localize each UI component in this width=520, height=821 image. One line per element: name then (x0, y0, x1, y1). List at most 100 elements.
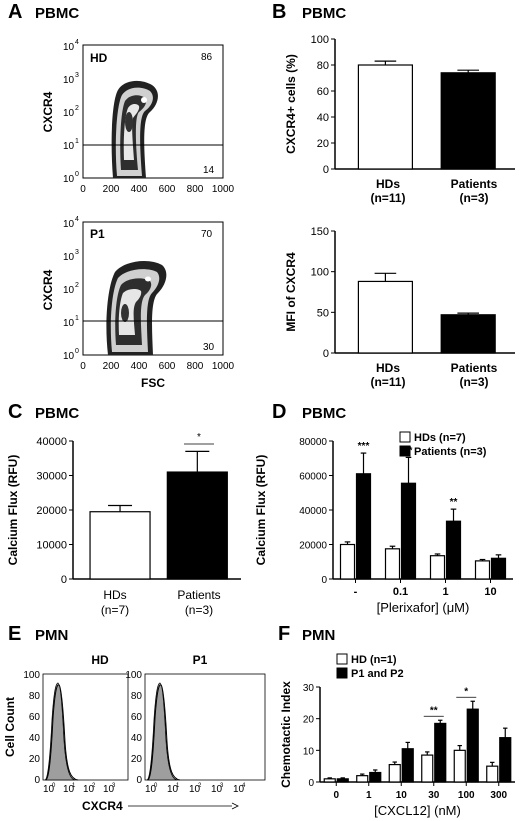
bar-1-0 (356, 775, 369, 783)
panel-a-bottom-ylabel: CXCR4 (41, 269, 55, 310)
svg-text:3: 3 (112, 783, 116, 789)
bar---0 (339, 543, 356, 580)
ytick: 60 (131, 712, 143, 723)
ytick-label: 0 (323, 164, 329, 176)
bar-1 (166, 471, 228, 580)
ytick: 40 (29, 733, 41, 744)
svg-text:2: 2 (92, 783, 96, 789)
xtick: (n=7) (101, 603, 129, 617)
panel-e-xlabel: CXCR4 (82, 799, 123, 813)
xtick-label: 0 (333, 790, 339, 801)
svg-text:10: 10 (233, 784, 245, 795)
ytick: 60 (29, 712, 41, 723)
bar-30-1 (434, 722, 447, 783)
ytick-label: 30 (303, 683, 315, 694)
xtick: HDs (376, 177, 400, 191)
svg-text:10: 10 (63, 285, 75, 296)
svg-text:10: 10 (211, 784, 223, 795)
xtick: 200 (103, 184, 120, 195)
xtick: (n=11) (370, 191, 405, 205)
ytick-label: 40000 (299, 506, 327, 517)
ytick-label: 20 (303, 715, 315, 726)
xtick: 0 (80, 184, 86, 195)
svg-text:10: 10 (63, 252, 75, 263)
bar-0 (89, 511, 151, 580)
ytick-label: 20 (317, 138, 329, 150)
xtick: 600 (159, 184, 176, 195)
bar-0-0 (323, 778, 336, 783)
svg-text:10: 10 (189, 784, 201, 795)
svg-text:1: 1 (72, 783, 76, 789)
ytick-label: 0 (61, 574, 67, 586)
panel-e-letter: E (8, 623, 21, 645)
xtick: 1000 (212, 184, 235, 195)
xtick: 200 (103, 361, 120, 372)
xtick-label: 1 (442, 586, 448, 598)
ytick-label: 60 (317, 86, 329, 98)
panel-d-chart: 0 20000 40000 60000 80000 Calcium Flux (RFU) -… (254, 437, 513, 615)
legend-label-patients: Patients (n=3) (414, 446, 487, 458)
y-axis-label: Calcium Flux (RFU) (254, 455, 268, 566)
xtick-label: 10 (484, 586, 496, 598)
bar-10-0 (474, 560, 491, 580)
xtick: 400 (131, 184, 148, 195)
bar-300-0 (486, 765, 499, 783)
panel-a-top-sample: HD (90, 51, 108, 65)
panel-a-top-plot (82, 44, 224, 179)
ytick: 80 (29, 691, 41, 702)
ytick-label: 30000 (36, 471, 67, 483)
ytick-label: 0 (321, 575, 327, 586)
legend-swatch-hd (336, 653, 348, 665)
bar-10-0 (388, 763, 401, 783)
ytick: 0 (136, 775, 142, 786)
xtick: 800 (187, 361, 204, 372)
svg-text:0: 0 (75, 348, 79, 355)
svg-text:1: 1 (75, 138, 79, 145)
svg-text:10: 10 (63, 784, 75, 795)
xtick-label: - (354, 586, 358, 598)
svg-text:3: 3 (75, 249, 79, 256)
bar-1-1 (369, 771, 382, 783)
panel-e-left-histogram (42, 673, 129, 781)
ytick-label: 100 (311, 267, 329, 279)
ytick: 100 (125, 670, 142, 681)
xtick-label: 10 (396, 790, 408, 801)
svg-text:10: 10 (43, 784, 55, 795)
y-axis-label: MFI of CXCR4 (284, 252, 298, 332)
xtick: (n=3) (459, 191, 488, 205)
panel-d-title: PBMC (302, 405, 346, 422)
svg-text:3: 3 (75, 72, 79, 79)
bar-10-1 (490, 557, 507, 580)
panel-c-title: PBMC (35, 405, 79, 422)
legend-swatch-hds (399, 431, 411, 443)
svg-text:0: 0 (154, 783, 158, 789)
xtick: 800 (187, 184, 204, 195)
svg-text:10: 10 (63, 351, 75, 362)
svg-text:10: 10 (63, 219, 75, 230)
svg-text:3: 3 (220, 783, 224, 789)
svg-text:10: 10 (167, 784, 179, 795)
panel-e-title: PMN (35, 627, 68, 644)
xtick-label: 30 (428, 790, 440, 801)
x-axis-label: [Plerixafor] (μM) (377, 600, 470, 615)
y-axis-label: Calcium Flux (RFU) (6, 455, 20, 566)
ytick: 10 (63, 174, 75, 185)
panel-d-letter: D (272, 401, 286, 423)
sig-marker: * (464, 686, 468, 697)
panel-e-xticks: 100 101 102 103 100 101 102 103 104 (43, 783, 246, 795)
histogram-filled (44, 682, 76, 781)
ytick-label: 20000 (299, 541, 327, 552)
ytick: 10 (63, 75, 75, 86)
bar-0-1 (336, 778, 349, 783)
xtick: Patients (451, 361, 498, 375)
bar-1 (440, 314, 496, 354)
y-axis-label: Chemotactic Index (279, 681, 293, 788)
legend-label-hd: HD (n=1) (351, 654, 397, 666)
legend-swatch-p1p2 (336, 667, 348, 679)
panel-b-top-xlabels: HDs (n=11) Patients (n=3) (370, 177, 497, 205)
svg-text:10: 10 (83, 784, 95, 795)
panel-c-xlabels: HDs (n=7) Patients (n=3) (101, 588, 221, 617)
panel-f-chart: 0 10 20 30 Chemotactic Index 0 1 10 30 100 300 [CXC… (279, 681, 515, 818)
panel-d-legend: HDs (n=7) Patients (n=3) (399, 431, 487, 458)
xtick-label: 100 (458, 790, 475, 801)
